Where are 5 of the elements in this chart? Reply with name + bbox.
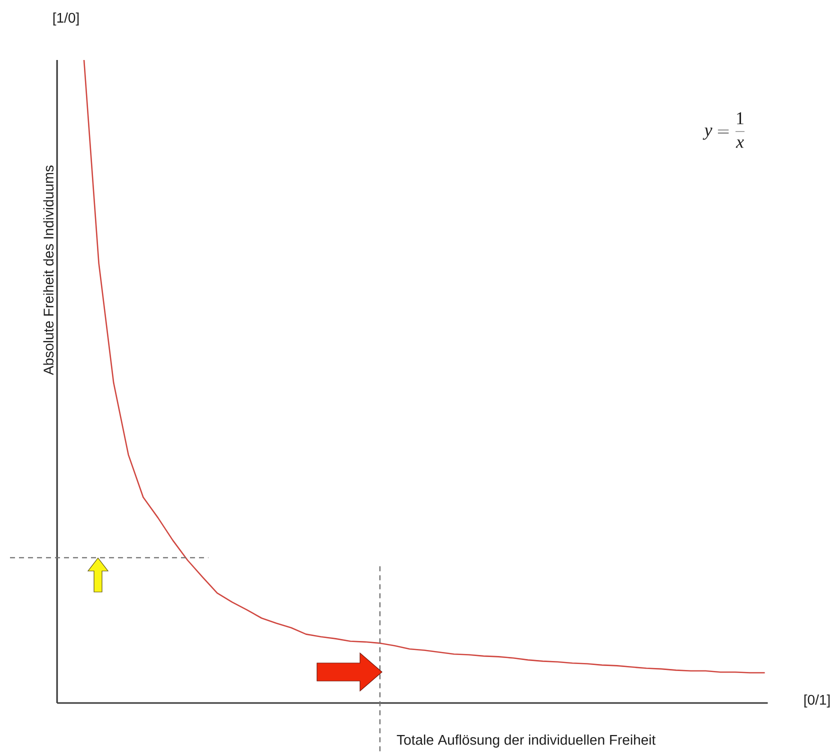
- text: [1/0]: [53, 12, 79, 26]
- text: [0/1]: [804, 694, 830, 708]
- x-axis-title: Totale Auflösung der individuellen Freiheit: [396, 734, 656, 748]
- annotation: $y = \frac{1}{x}$: [702, 112, 745, 148]
- y-axis-title: Absolute Freiheit des Individuums: [43, 166, 54, 376]
